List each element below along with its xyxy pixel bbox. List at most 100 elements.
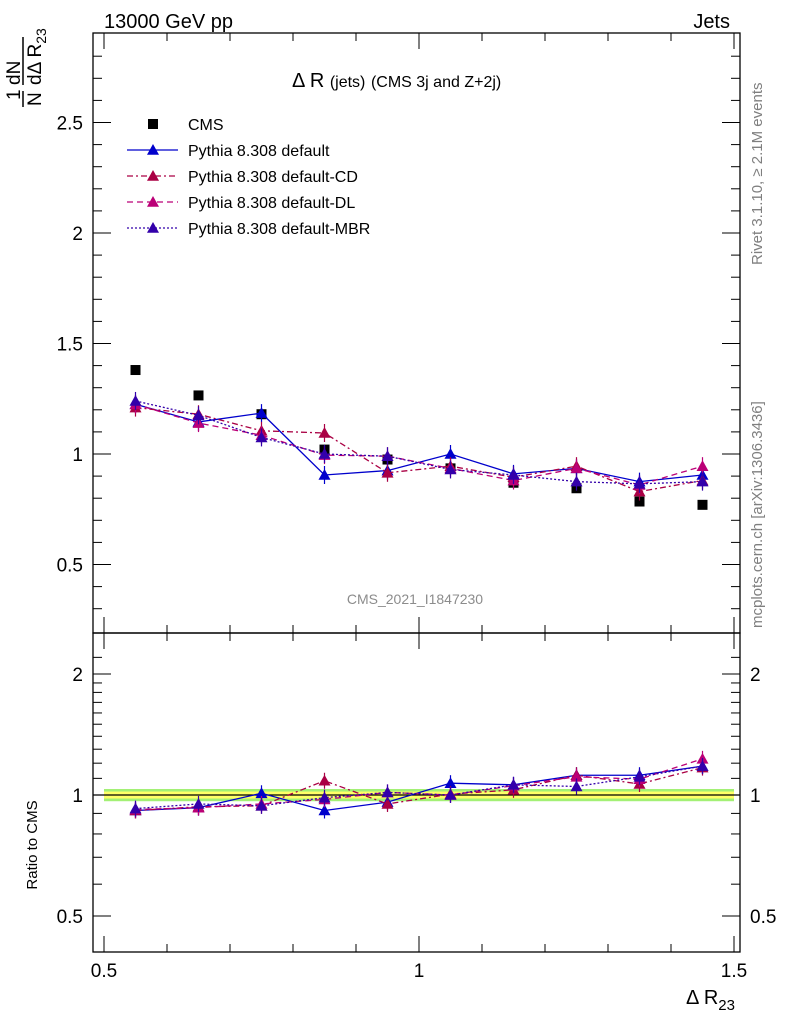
- ratio-y-tick-label: 0.5: [57, 907, 83, 928]
- plot-title-small: (jets): [330, 74, 366, 91]
- plot-title: Δ R (jets) (CMS 3j and Z+2j): [292, 70, 501, 92]
- ratio-point: [633, 770, 646, 782]
- data-point: [444, 448, 457, 459]
- legend-label: CMS: [188, 117, 224, 134]
- x-label-sub: 23: [718, 997, 735, 1014]
- data-point: [570, 475, 583, 487]
- ratio-point: [507, 778, 520, 790]
- data-point: [634, 496, 645, 507]
- y-tick-label: 2: [72, 224, 83, 245]
- data-point: [129, 394, 142, 406]
- ratio-series-layer: [129, 750, 709, 819]
- ratio-y-tick-label: 1: [72, 786, 83, 807]
- ratio-point: [255, 787, 268, 799]
- legend-item-default_dl: Pythia 8.308 default-DL: [127, 195, 355, 212]
- x-tick-label: 1: [414, 961, 425, 982]
- legend-marker: [147, 222, 159, 233]
- mcplots-label: mcplots.cern.ch [arXiv:1306.3436]: [749, 401, 766, 628]
- legend-marker: [147, 196, 159, 207]
- ratio-point: [255, 799, 268, 811]
- data-point: [255, 431, 268, 443]
- legend-marker: [147, 144, 159, 155]
- legend-label: Pythia 8.308 default-MBR: [188, 221, 370, 238]
- energy-label: 13000 GeV pp: [104, 11, 233, 33]
- process-label: Jets: [693, 11, 730, 33]
- ratio-point: [318, 791, 331, 803]
- data-point: [318, 468, 331, 480]
- data-point: [130, 365, 141, 376]
- data-point: [570, 462, 583, 474]
- ratio-y-tick-label: 2: [72, 665, 83, 686]
- y-label-d: dΔ R23: [25, 28, 49, 85]
- data-point: [444, 463, 457, 475]
- ratio-point: [318, 774, 331, 786]
- y-label-sub: 23: [33, 28, 49, 44]
- ratio-y-tick-label-right: 2: [750, 665, 761, 686]
- y-label-d-main: dΔ R: [25, 44, 46, 85]
- ratio-point: [696, 760, 709, 771]
- data-point: [318, 448, 331, 459]
- ratio-point: [381, 786, 394, 798]
- plot-title-main: Δ R: [292, 70, 324, 92]
- data-point: [697, 499, 708, 510]
- x-tick-label: 0.5: [91, 961, 117, 982]
- series-default_mbr: [129, 391, 709, 493]
- legend-item-default: Pythia 8.308 default: [127, 143, 330, 160]
- legend-label: Pythia 8.308 default-CD: [188, 169, 358, 186]
- x-label-main: Δ R: [686, 987, 718, 1009]
- data-point: [381, 450, 394, 462]
- data-point: [255, 407, 268, 418]
- rivet-label: Rivet 3.1.10, ≥ 2.1M events: [749, 83, 766, 266]
- data-point: [193, 390, 204, 401]
- ratio-y-label: Ratio to CMS: [24, 800, 41, 889]
- y-tick-label: 1: [72, 445, 83, 466]
- y-tick-label: 0.5: [57, 556, 83, 577]
- data-point: [696, 460, 709, 471]
- legend-label: Pythia 8.308 default: [188, 143, 330, 160]
- y-label-one: 1: [4, 89, 25, 100]
- data-point: [318, 427, 331, 438]
- x-axis-label: Δ R23: [686, 987, 735, 1014]
- series-line-default_cd: [135, 406, 703, 493]
- legend-item-default_mbr: Pythia 8.308 default-MBR: [127, 221, 370, 238]
- series-cms: [130, 365, 708, 510]
- y-axis-label: 1 N dN dΔ R23: [4, 28, 49, 107]
- y-label-n: N: [25, 92, 46, 106]
- ratio-point: [570, 770, 583, 782]
- series-line-default_mbr: [135, 400, 703, 485]
- series-default: [129, 395, 709, 491]
- ratio-point: [318, 804, 331, 816]
- legend: CMS Pythia 8.308 default Pythia 8.308 defa…: [127, 117, 370, 238]
- ratio-line-default_dl: [135, 758, 703, 811]
- ratio-line-default: [135, 765, 703, 812]
- ratio-point: [129, 802, 142, 814]
- series-default_cd: [129, 398, 709, 501]
- axes-frame: 0.5 1 1.5 0.5 1 1.5 2 2.5 0.5 0.5 1 1 2 2: [57, 32, 776, 982]
- x-tick-label: 1.5: [721, 961, 747, 982]
- ratio-point: [381, 797, 394, 809]
- plot-title-rest: (CMS 3j and Z+2j): [371, 74, 501, 91]
- data-point: [381, 466, 394, 478]
- series-default_dl: [129, 395, 709, 494]
- main-series-layer: [129, 365, 709, 510]
- legend-marker: [148, 119, 158, 129]
- legend-label: Pythia 8.308 default-DL: [188, 195, 355, 212]
- y-tick-label: 1.5: [57, 335, 83, 356]
- ratio-point: [444, 777, 457, 788]
- data-point: [192, 409, 205, 421]
- ratio-y-tick-label-right: 1: [750, 786, 761, 807]
- legend-item-cms: CMS: [148, 117, 224, 134]
- ratio-point: [570, 780, 583, 792]
- data-point: [507, 468, 520, 480]
- legend-item-default_cd: Pythia 8.308 default-CD: [127, 169, 358, 186]
- ratio-series-default_dl: [129, 750, 709, 818]
- analysis-id: CMS_2021_I1847230: [347, 591, 483, 607]
- y-tick-label: 2.5: [57, 114, 83, 135]
- ratio-frame: [92, 632, 741, 953]
- ratio-point: [444, 789, 457, 800]
- ratio-point: [192, 797, 205, 809]
- data-point: [696, 475, 709, 487]
- legend-marker: [147, 170, 159, 181]
- ratio-y-tick-label-right: 0.5: [750, 907, 776, 928]
